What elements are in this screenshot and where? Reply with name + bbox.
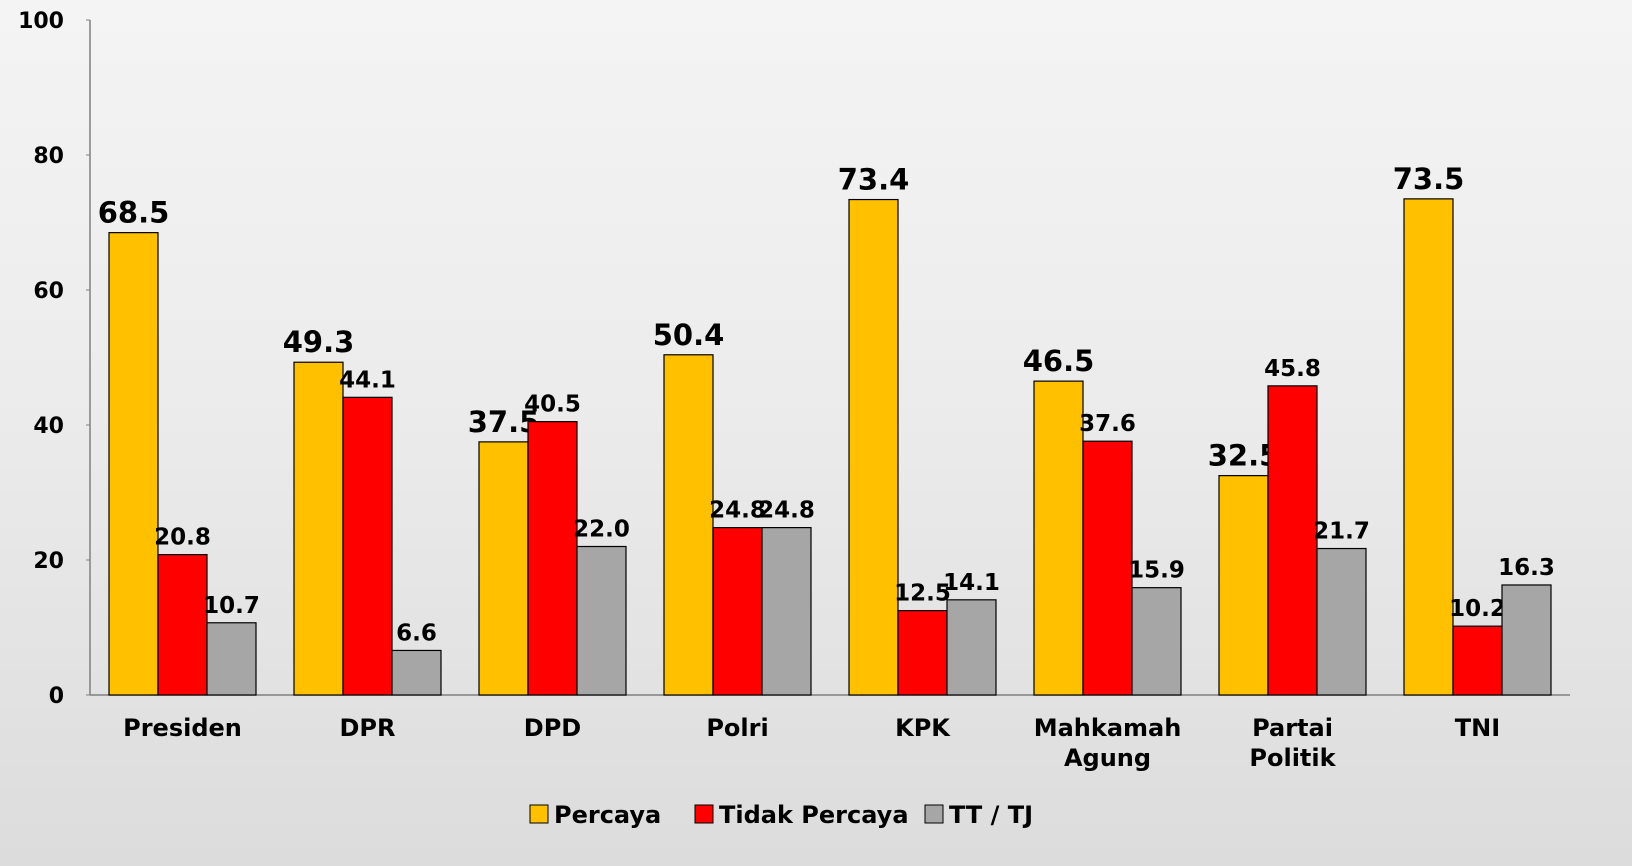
data-label: 49.3 — [283, 325, 355, 359]
bar — [1083, 441, 1132, 695]
x-tick-label: DPR — [283, 713, 453, 743]
data-label: 21.7 — [1313, 519, 1370, 545]
data-label: 14.1 — [943, 570, 1000, 596]
bar — [158, 555, 207, 695]
data-label: 73.5 — [1393, 162, 1465, 196]
bar — [207, 623, 256, 695]
y-tick-label: 0 — [49, 684, 64, 709]
x-tick-label: TNI — [1393, 713, 1563, 743]
legend-label: Tidak Percaya — [719, 801, 909, 829]
x-tick-label: DPD — [468, 713, 638, 743]
page: 02040608010068.520.810.749.344.16.637.54… — [0, 0, 1632, 866]
x-tick-label: Mahkamah Agung — [1023, 713, 1193, 773]
bar — [1453, 626, 1502, 695]
x-tick-label: Polri — [653, 713, 823, 743]
bar — [849, 200, 898, 695]
bar — [1034, 381, 1083, 695]
bar — [479, 442, 528, 695]
legend-swatch — [530, 805, 548, 823]
legend-label: TT / TJ — [949, 801, 1033, 829]
y-tick-label: 100 — [18, 9, 64, 34]
data-label: 68.5 — [98, 196, 170, 230]
y-tick-label: 20 — [33, 549, 64, 574]
data-label: 37.6 — [1079, 411, 1136, 437]
bar — [664, 355, 713, 695]
bar — [528, 422, 577, 695]
data-label: 40.5 — [524, 392, 581, 418]
data-label: 10.7 — [203, 593, 260, 619]
data-label: 6.6 — [396, 620, 437, 646]
data-label: 22.0 — [573, 517, 630, 543]
bar — [343, 397, 392, 695]
data-label: 46.5 — [1023, 344, 1095, 378]
data-label: 20.8 — [154, 525, 211, 551]
y-tick-label: 60 — [33, 279, 64, 304]
bar — [392, 650, 441, 695]
data-label: 50.4 — [653, 318, 725, 352]
y-tick-label: 80 — [33, 144, 64, 169]
bar — [762, 528, 811, 695]
bar — [109, 233, 158, 695]
bar — [1268, 386, 1317, 695]
legend-label: Percaya — [554, 801, 661, 829]
bar — [1132, 588, 1181, 695]
bar — [577, 547, 626, 696]
y-tick-label: 40 — [33, 414, 64, 439]
data-label: 24.8 — [758, 498, 815, 524]
data-label: 44.1 — [339, 367, 396, 393]
bar — [1404, 199, 1453, 695]
bar — [1502, 585, 1551, 695]
bar — [294, 362, 343, 695]
bar — [713, 528, 762, 695]
bar — [947, 600, 996, 695]
x-tick-label: Presiden — [98, 713, 268, 743]
bar — [898, 611, 947, 695]
bar — [1219, 476, 1268, 695]
x-tick-label: KPK — [838, 713, 1008, 743]
data-label: 15.9 — [1128, 558, 1185, 584]
data-label: 73.4 — [838, 163, 910, 197]
legend-swatch — [695, 805, 713, 823]
data-label: 16.3 — [1498, 555, 1555, 581]
data-label: 10.2 — [1449, 596, 1506, 622]
x-tick-label: Partai Politik — [1208, 713, 1378, 773]
bar — [1317, 549, 1366, 695]
data-label: 45.8 — [1264, 356, 1321, 382]
legend-swatch — [925, 805, 943, 823]
